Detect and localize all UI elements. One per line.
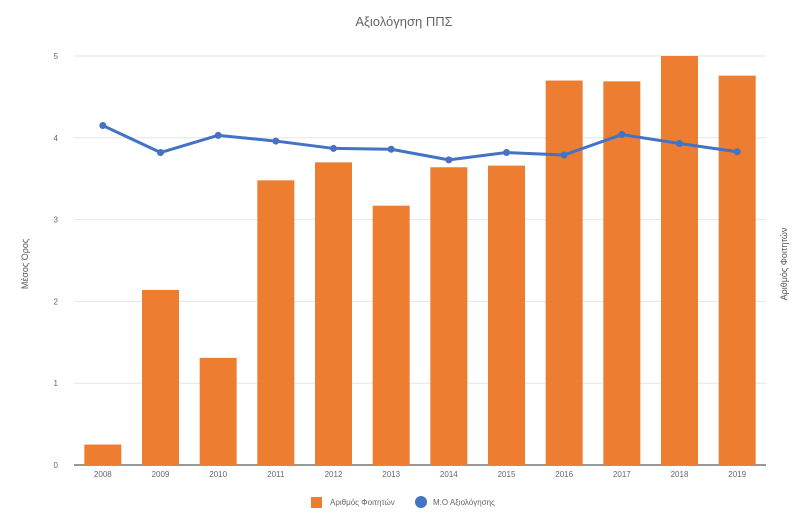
y-tick-label: 1 <box>54 379 59 388</box>
x-tick-label: 2019 <box>728 470 746 479</box>
x-tick-label: 2012 <box>325 470 343 479</box>
bar-2015 <box>488 165 525 465</box>
line-series <box>99 122 741 164</box>
bar-2014 <box>430 167 468 466</box>
y-axis-title: Μέσος Όρος <box>20 238 30 289</box>
legend-label-bar: Αριθμός Φοιτητών <box>330 498 395 507</box>
x-axis-ticks: 2008 2009 2010 2011 2012 2013 2014 2015 2016 2017… <box>94 470 747 479</box>
point-2019 <box>733 148 741 156</box>
point-2011 <box>272 137 280 145</box>
series-line <box>102 124 738 162</box>
x-tick-label: 2014 <box>440 470 458 479</box>
y-tick-label: 5 <box>54 52 59 61</box>
bar-2016 <box>545 80 583 465</box>
x-tick-label: 2018 <box>671 470 689 479</box>
point-2016 <box>560 151 568 159</box>
point-2008 <box>99 122 107 130</box>
bar-2010 <box>199 357 237 465</box>
point-2018 <box>676 140 683 148</box>
bar-series <box>84 56 756 466</box>
x-tick-label: 2015 <box>498 470 516 479</box>
y2-axis-title: Αριθμός Φοιτητών <box>779 227 789 300</box>
x-tick-label: 2009 <box>152 470 170 479</box>
y-tick-label: 2 <box>54 297 59 306</box>
bar-2018 <box>661 56 698 465</box>
bar-2012 <box>315 162 352 465</box>
point-2013 <box>387 145 395 153</box>
x-tick-label: 2013 <box>382 470 400 479</box>
chart-title: Αξιολόγηση ΠΠΣ <box>355 14 452 29</box>
x-tick-label: 2017 <box>613 470 631 479</box>
legend-swatch-line <box>415 496 427 508</box>
bar-2013 <box>372 205 410 465</box>
bar-2011 <box>257 180 295 465</box>
legend-swatch-bar <box>311 497 322 508</box>
point-2017 <box>618 131 626 139</box>
point-2010 <box>214 131 222 139</box>
point-2009 <box>157 149 164 157</box>
legend-label-line: Μ.Ο Αξιολόγησης <box>433 498 495 507</box>
x-tick-label: 2011 <box>267 470 285 479</box>
bar-2008 <box>84 444 122 465</box>
bar-2009 <box>142 289 179 465</box>
point-2012 <box>330 144 337 152</box>
grid-lines <box>74 55 766 466</box>
bar-2017 <box>603 81 641 465</box>
x-tick-label: 2010 <box>209 470 227 479</box>
y-tick-label: 3 <box>54 216 59 225</box>
bar-2019 <box>718 75 756 465</box>
x-tick-label: 2016 <box>555 470 573 479</box>
x-tick-label: 2008 <box>94 470 112 479</box>
y-tick-label: 4 <box>54 134 59 143</box>
legend: Αριθμός Φοιτητών Μ.Ο Αξιολόγησης <box>311 496 495 508</box>
point-2014 <box>445 156 453 164</box>
point-2015 <box>503 149 510 157</box>
y-tick-label: 0 <box>54 461 59 470</box>
y-axis-ticks: 0 1 2 3 4 5 <box>54 52 59 470</box>
